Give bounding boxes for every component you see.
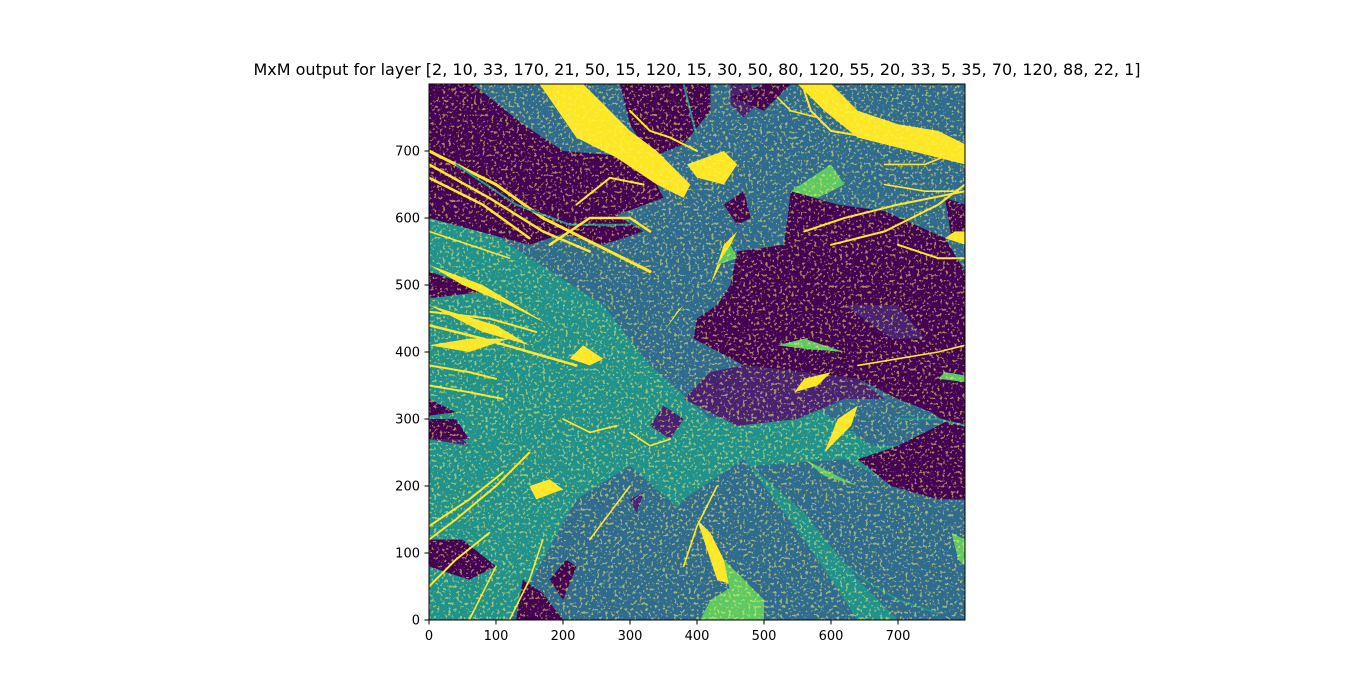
x-axis: 0 100 200 300 400 500 600 700: [425, 620, 911, 644]
x-tick-label: 100: [484, 629, 509, 644]
plot-area: [429, 84, 965, 620]
x-tick-label: 300: [618, 629, 643, 644]
heatmap-speckle: [429, 84, 965, 620]
y-tick-label: 400: [395, 346, 420, 361]
x-tick-label: 500: [752, 629, 777, 644]
y-tick-label: 0: [412, 614, 420, 629]
y-tick-label: 700: [395, 145, 420, 160]
x-tick-label: 200: [551, 629, 576, 644]
chart-title: MxM output for layer [2, 10, 33, 170, 21…: [253, 60, 1140, 79]
y-tick-label: 300: [395, 413, 420, 428]
y-tick-label: 200: [395, 480, 420, 495]
x-tick-label: 400: [685, 629, 710, 644]
y-tick-label: 600: [395, 212, 420, 227]
x-tick-label: 0: [425, 629, 433, 644]
y-tick-label: 100: [395, 547, 420, 562]
y-axis: 0 100 200 300 400 500 600 700: [395, 145, 429, 629]
x-tick-label: 600: [819, 629, 844, 644]
y-tick-label: 500: [395, 279, 420, 294]
x-tick-label: 700: [886, 629, 911, 644]
